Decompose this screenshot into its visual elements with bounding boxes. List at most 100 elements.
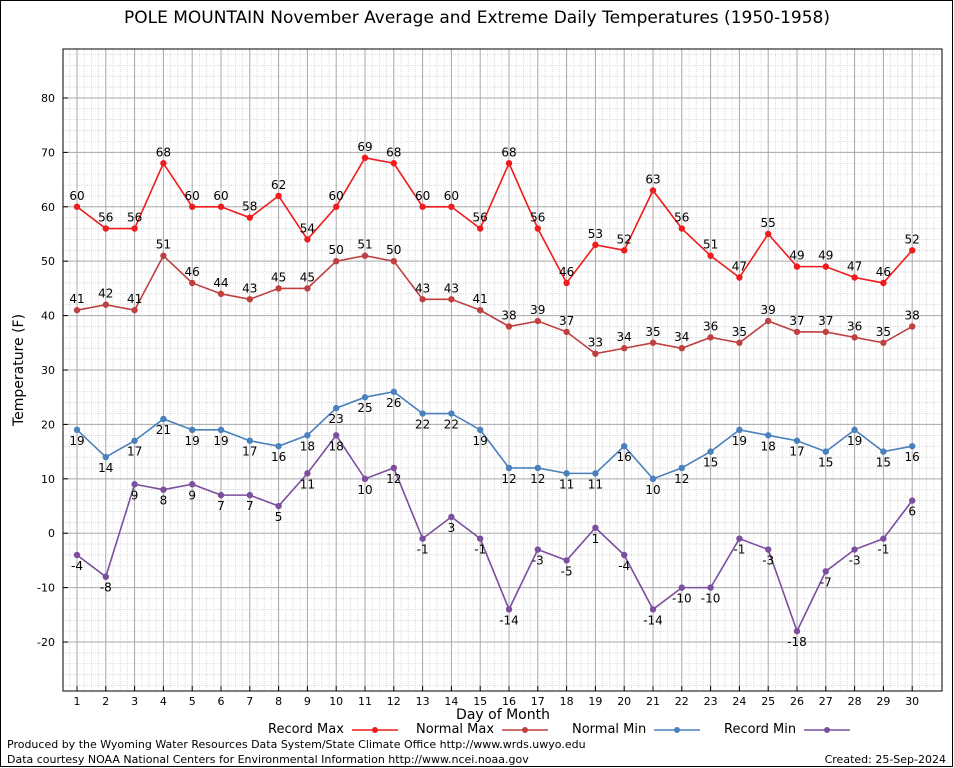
legend-label: Normal Min — [572, 722, 647, 737]
x-tick-label: 20 — [617, 695, 631, 708]
data-point-record-max — [880, 279, 887, 287]
data-point-record-min — [678, 584, 685, 591]
data-label-record-min: 10 — [357, 483, 372, 497]
data-label-record-max: 68 — [386, 145, 401, 159]
data-point-record-min — [621, 551, 628, 559]
data-point-normal-max — [102, 301, 110, 308]
data-point-record-min — [736, 535, 743, 542]
data-label-normal-min: 19 — [732, 434, 747, 448]
data-point-record-max — [304, 236, 311, 243]
data-label-record-min: 1 — [592, 532, 600, 546]
data-point-normal-max — [592, 350, 599, 357]
x-tick-label: 13 — [416, 695, 430, 708]
data-label-record-min: -1 — [877, 543, 889, 557]
x-tick-label: 29 — [876, 695, 890, 708]
data-label-normal-min: 11 — [588, 477, 603, 491]
data-label-record-min: -1 — [417, 543, 429, 557]
x-tick-label: 3 — [131, 695, 138, 708]
data-label-record-max: 58 — [242, 200, 257, 214]
data-label-normal-max: 51 — [357, 238, 372, 252]
data-label-normal-min: 16 — [271, 450, 286, 464]
data-point-normal-max — [477, 306, 484, 314]
legend-record-min: Record Min — [724, 722, 852, 737]
data-point-record-max — [909, 247, 916, 254]
data-point-normal-max — [563, 328, 570, 336]
x-tick-label: 26 — [790, 695, 804, 708]
data-point-record-max — [793, 263, 801, 270]
data-point-normal-min — [592, 470, 599, 477]
data-label-record-min: -3 — [532, 554, 544, 568]
data-label-normal-max: 39 — [530, 303, 545, 317]
data-point-record-max — [736, 274, 743, 281]
data-point-normal-max — [246, 296, 253, 303]
data-label-record-min: -1 — [733, 543, 745, 557]
data-point-normal-max — [160, 252, 167, 259]
data-label-normal-max: 50 — [329, 243, 344, 257]
data-label-normal-min: 25 — [357, 401, 372, 415]
data-point-record-max — [131, 225, 138, 232]
data-point-normal-max — [765, 317, 772, 325]
data-point-normal-max — [678, 345, 685, 352]
y-tick-label: 20 — [41, 418, 55, 431]
data-label-normal-min: 16 — [905, 450, 920, 464]
data-label-normal-min: 21 — [156, 423, 171, 437]
data-label-normal-max: 33 — [588, 336, 603, 350]
data-label-normal-max: 41 — [127, 292, 142, 306]
data-point-record-min — [189, 481, 196, 488]
data-label-record-min: -18 — [787, 635, 807, 649]
data-point-record-min — [477, 535, 484, 542]
data-point-normal-max — [736, 339, 743, 346]
data-label-normal-min: 17 — [789, 445, 804, 459]
data-point-normal-min — [707, 448, 714, 455]
data-label-normal-min: 19 — [473, 434, 488, 448]
data-label-record-max: 60 — [213, 189, 228, 203]
data-label-record-max: 68 — [501, 145, 516, 159]
data-point-normal-max — [275, 285, 282, 292]
data-point-record-min — [390, 464, 397, 472]
footer-created: Created: 25-Sep-2024 — [824, 753, 946, 766]
data-label-record-max: 62 — [271, 178, 286, 192]
data-point-normal-max — [822, 328, 829, 336]
legend-swatch-normal-max — [502, 726, 549, 733]
data-point-normal-min — [448, 410, 455, 417]
data-point-record-min — [73, 551, 81, 559]
data-label-normal-max: 43 — [444, 281, 459, 295]
x-tick-label: 15 — [473, 695, 487, 708]
data-point-record-max — [678, 225, 685, 232]
data-point-normal-min — [678, 464, 685, 472]
data-point-record-min — [361, 475, 369, 483]
legend-normal-min: Normal Min — [572, 722, 702, 737]
x-tick-label: 6 — [218, 695, 225, 708]
data-label-record-max: 60 — [415, 189, 430, 203]
data-label-normal-max: 34 — [674, 330, 689, 344]
data-label-normal-max: 37 — [559, 314, 574, 328]
data-label-record-min: 3 — [448, 521, 456, 535]
data-label-normal-min: 26 — [386, 396, 401, 410]
data-point-record-min — [246, 491, 253, 499]
data-point-normal-min — [189, 426, 196, 434]
data-label-normal-max: 38 — [905, 308, 920, 322]
data-point-record-max — [851, 274, 858, 281]
data-label-record-max: 46 — [559, 265, 574, 279]
data-label-record-max: 60 — [69, 189, 84, 203]
data-point-normal-max — [505, 323, 513, 330]
data-label-record-max: 56 — [98, 211, 113, 225]
data-point-record-max — [563, 279, 570, 287]
x-tick-label: 22 — [675, 695, 689, 708]
data-label-record-min: 12 — [386, 472, 401, 486]
data-label-record-min: 9 — [131, 488, 139, 502]
data-label-normal-min: 18 — [300, 439, 315, 453]
data-point-normal-min — [246, 437, 253, 444]
x-tick-label: 10 — [329, 695, 343, 708]
data-point-normal-max — [217, 290, 225, 298]
data-point-record-min — [592, 524, 599, 531]
data-point-normal-min — [851, 426, 858, 434]
data-point-record-min — [563, 557, 570, 564]
data-label-record-max: 69 — [357, 140, 372, 154]
data-point-normal-min — [765, 432, 772, 439]
data-point-record-max — [621, 247, 628, 254]
y-tick-label: 10 — [41, 473, 55, 486]
data-label-record-max: 52 — [617, 232, 632, 246]
data-label-normal-max: 37 — [818, 314, 833, 328]
data-label-normal-min: 12 — [674, 472, 689, 486]
